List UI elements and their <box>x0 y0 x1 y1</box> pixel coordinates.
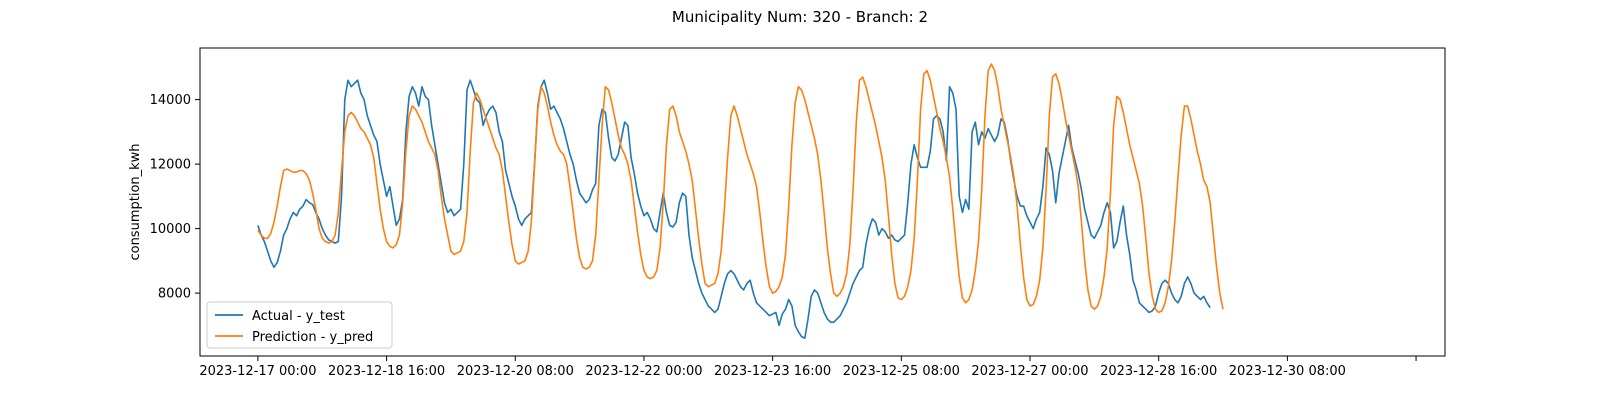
x-tick-label: 2023-12-23 16:00 <box>714 364 831 379</box>
y-tick-label: 12000 <box>150 158 191 173</box>
series-line-0 <box>257 79 1211 340</box>
legend-label-0: Actual - y_test <box>252 309 345 324</box>
y-axis-label: consumption_kwh <box>128 143 143 260</box>
x-tick-label: 2023-12-20 08:00 <box>457 364 574 379</box>
plot-area-frame <box>199 47 1446 357</box>
y-tick-label: 10000 <box>150 222 191 237</box>
legend-box <box>206 301 393 349</box>
y-tick-label: 14000 <box>150 93 191 108</box>
x-tick-label: 2023-12-22 00:00 <box>585 364 702 379</box>
x-tick-label: 2023-12-27 00:00 <box>971 364 1088 379</box>
chart-title: Municipality Num: 320 - Branch: 2 <box>672 8 928 26</box>
x-tick-label: 2023-12-18 16:00 <box>328 364 445 379</box>
legend: Actual - y_test Prediction - y_pred <box>206 301 393 349</box>
x-tick-label: 2023-12-25 08:00 <box>843 364 960 379</box>
y-tick-label: 8000 <box>158 287 191 302</box>
x-tick-label: 2023-12-17 00:00 <box>199 364 316 379</box>
series-line-1 <box>257 63 1224 314</box>
legend-label-1: Prediction - y_pred <box>252 330 373 345</box>
x-tick-label: 2023-12-30 08:00 <box>1229 364 1346 379</box>
axes-layer: 2023-12-17 00:00 2023-12-18 16:00 2023-12-… <box>150 93 1417 379</box>
x-tick-label: 2023-12-28 16:00 <box>1100 364 1217 379</box>
series-layer <box>257 63 1224 340</box>
